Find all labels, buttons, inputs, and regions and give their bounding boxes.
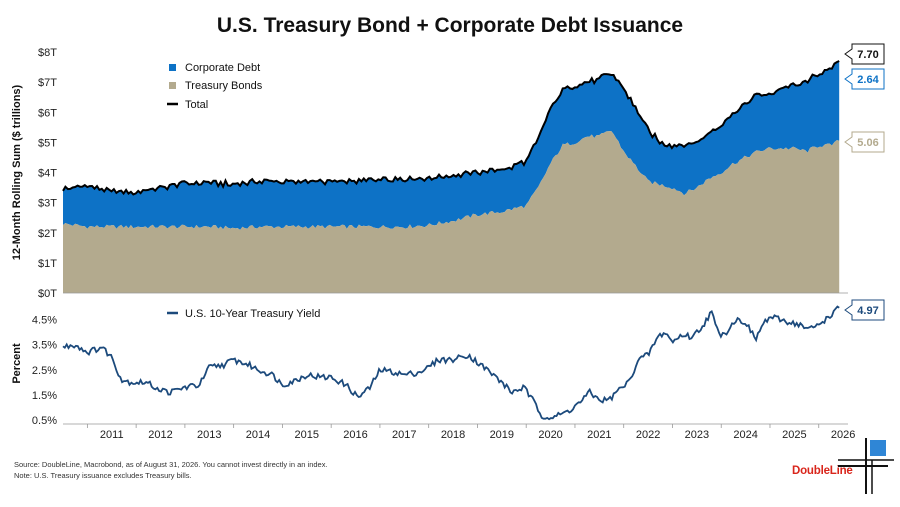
x-tick-label: 2021 — [587, 429, 611, 441]
x-tick-label: 2012 — [148, 429, 172, 441]
x-tick-label: 2026 — [831, 429, 855, 441]
x-tick-label: 2024 — [733, 429, 757, 441]
legend-corporate-debt-swatch — [169, 64, 176, 71]
callout-yield-label: 4.97 — [857, 305, 878, 317]
treasury-bonds-area — [63, 131, 840, 293]
callout-yield-box — [844, 299, 885, 321]
x-tick-label: 2025 — [782, 429, 806, 441]
x-tick-label: 2017 — [392, 429, 416, 441]
x-tick-label: 2013 — [197, 429, 221, 441]
x-tick-label: 2016 — [343, 429, 367, 441]
callout-treasury-label: 5.06 — [857, 137, 878, 149]
x-tick-label: 2018 — [441, 429, 465, 441]
issuance-panel: $0T $1T $2T $3T $4T $5T $6T $7T $8T 12-Month Roll… — [11, 43, 885, 300]
callout-corporate-label: 2.64 — [857, 74, 879, 86]
x-tick-label: 2023 — [685, 429, 709, 441]
bottom-y-axis-title: Percent — [11, 343, 23, 384]
yield-panel: 0.5% 1.5% 2.5% 3.5% 4.5% Percent U.S. 10-Year … — [11, 299, 885, 427]
callout-total-label: 7.70 — [857, 49, 878, 61]
doubleline-logo: DoubleLine — [792, 462, 866, 482]
y-tick-label: 2.5% — [32, 365, 57, 377]
callout-treasury-box — [844, 131, 885, 153]
y-tick-label: 4.5% — [32, 315, 57, 327]
x-tick-label: 2019 — [490, 429, 514, 441]
legend-total-label: Total — [185, 99, 208, 111]
footnote-note: Note: U.S. Treasury issuance excludes Tr… — [14, 471, 192, 480]
x-tick-label: 2020 — [538, 429, 562, 441]
brand-mark-icon — [838, 438, 894, 494]
y-tick-label: $3T — [38, 198, 57, 210]
callout-total-box — [844, 43, 885, 65]
y-tick-label: 0.5% — [32, 415, 57, 427]
x-tick-label: 2015 — [295, 429, 319, 441]
y-tick-label: $0T — [38, 288, 57, 300]
y-tick-label: $4T — [38, 168, 57, 180]
y-tick-label: $2T — [38, 228, 57, 240]
x-tick-label: 2014 — [246, 429, 270, 441]
y-tick-label: 1.5% — [32, 390, 57, 402]
x-tick-label: 2011 — [100, 429, 124, 441]
legend-yield-label: U.S. 10-Year Treasury Yield — [185, 308, 320, 320]
brand-name: DoubleLine — [792, 465, 853, 477]
chart-title: U.S. Treasury Bond + Corporate Debt Issu… — [216, 14, 684, 37]
legend-corporate-debt-label: Corporate Debt — [185, 62, 260, 74]
y-tick-label: $1T — [38, 258, 57, 270]
x-tick-label: 2022 — [636, 429, 660, 441]
legend-treasury-bonds-label: Treasury Bonds — [185, 80, 263, 92]
y-tick-label: $6T — [38, 107, 57, 119]
x-axis: 2011 2012 2013 2014 2015 2016 2017 2018 2019 2020… — [63, 423, 855, 441]
top-y-axis-title: 12-Month Rolling Sum ($ trillions) — [11, 84, 23, 260]
total-line — [62, 60, 840, 196]
corporate-debt-area — [63, 61, 840, 230]
y-tick-label: $5T — [38, 137, 57, 149]
y-tick-label: $7T — [38, 77, 57, 89]
yield-line — [62, 305, 840, 421]
footnote-source: Source: DoubleLine, Macrobond, as of Aug… — [14, 460, 328, 469]
legend-treasury-bonds-swatch — [169, 82, 176, 89]
y-tick-label: 3.5% — [32, 340, 57, 352]
callout-corporate-box — [844, 68, 885, 90]
y-tick-label: $8T — [38, 47, 57, 59]
